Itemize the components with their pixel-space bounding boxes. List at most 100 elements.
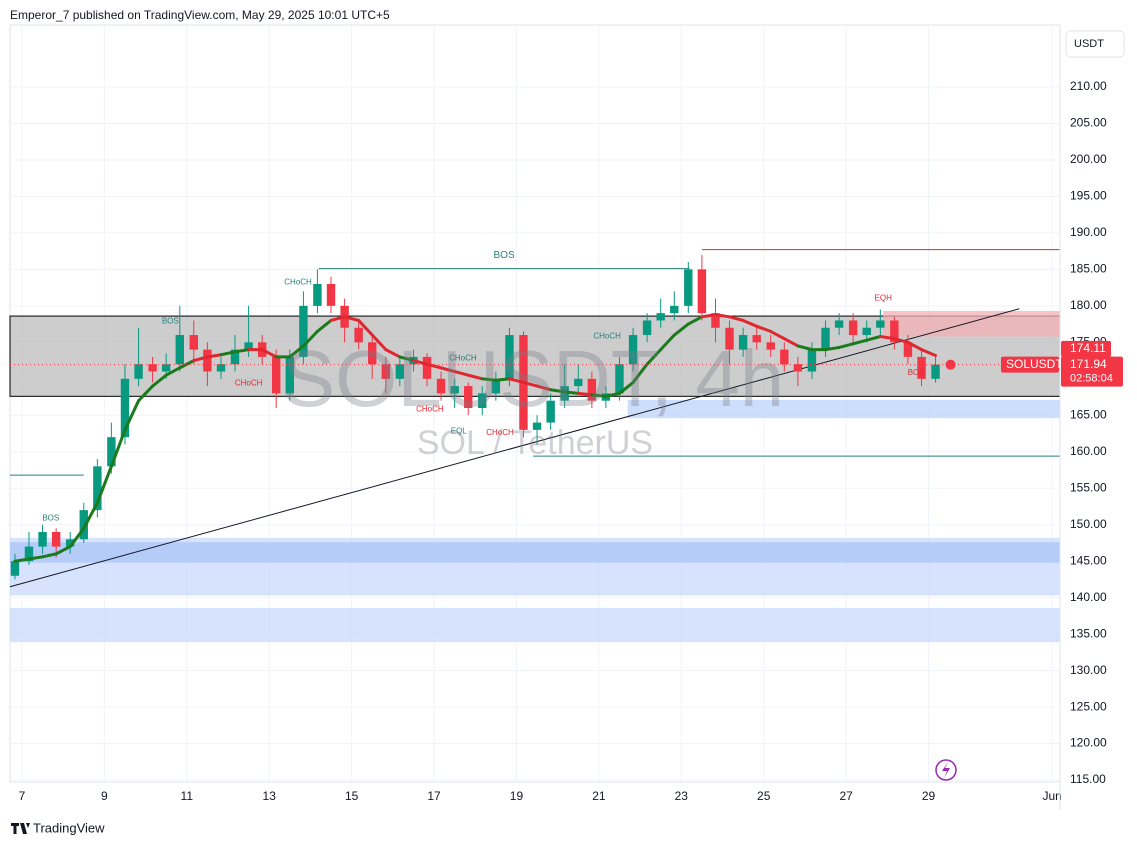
ma-segment	[631, 362, 649, 384]
x-tick-label: 7	[19, 789, 26, 803]
x-tick-label: 17	[427, 789, 441, 803]
x-tick-label: 25	[757, 789, 771, 803]
x-tick-label: 27	[839, 789, 853, 803]
candle-body	[354, 327, 363, 343]
ma-segment	[27, 555, 45, 561]
ma-segment	[219, 350, 237, 357]
candle-body	[51, 532, 61, 547]
ma-segment	[920, 348, 938, 357]
watermark: SOLUSDT, 4h	[282, 334, 784, 423]
candle-body	[395, 364, 405, 379]
ma-segment	[288, 344, 305, 359]
y-tick-label: 155.00	[1070, 480, 1107, 494]
candle-body	[931, 364, 940, 379]
alert-bolt	[942, 762, 950, 778]
ma-segment	[769, 329, 786, 341]
ma-segment	[604, 391, 621, 398]
ma-segment	[755, 324, 773, 333]
candle-body	[642, 320, 652, 336]
y-tick-label: 135.00	[1070, 626, 1107, 640]
annotation: EQL	[451, 426, 468, 435]
x-tick-label: 29	[922, 789, 936, 803]
candle-body	[738, 335, 748, 350]
ma-segment	[507, 377, 525, 384]
candle-body	[862, 327, 871, 336]
y-tick-label: 130.00	[1070, 663, 1107, 677]
ma-segment	[260, 348, 278, 359]
footer: TradingView	[33, 820, 105, 835]
candle-body	[697, 269, 707, 314]
y-tick-label: 120.00	[1070, 736, 1107, 750]
zone	[10, 607, 1060, 643]
candle-body	[285, 356, 295, 394]
ma-segment	[728, 315, 745, 322]
candle-body	[766, 342, 775, 350]
symbol-box	[1001, 356, 1059, 373]
candle-body	[807, 349, 817, 372]
candle-body	[189, 335, 198, 350]
candle-body	[10, 561, 20, 576]
annotation: BOS	[42, 513, 59, 522]
candle-body	[903, 342, 913, 357]
candle-body	[24, 546, 34, 562]
ma-segment	[535, 384, 553, 392]
candle-body	[38, 532, 47, 547]
x-tick-label: 23	[675, 789, 689, 803]
ma-segment	[617, 380, 635, 395]
tv-logo	[11, 823, 30, 834]
y-tick-label: 140.00	[1070, 590, 1107, 604]
symbol-label: SOLUSDT	[1006, 357, 1063, 371]
ma-segment	[68, 526, 86, 549]
ma-segment	[315, 318, 333, 333]
candle-body	[780, 349, 789, 365]
ma-segment	[164, 366, 182, 377]
candle-body	[216, 364, 226, 372]
ma-segment	[878, 334, 896, 341]
y-tick-label: 195.00	[1070, 189, 1107, 203]
ma-segment	[466, 373, 484, 381]
candle-body	[532, 422, 542, 430]
candle-body	[313, 283, 322, 306]
ma-segment	[549, 388, 567, 394]
y-tick-label: 210.00	[1070, 79, 1107, 93]
x-tick-label: Jun	[1042, 789, 1061, 803]
candle-body	[299, 305, 308, 357]
candle-body	[161, 364, 171, 372]
last-price-dot	[945, 359, 956, 370]
ma-segment	[741, 318, 759, 328]
candle-body	[821, 327, 830, 350]
ma-segment	[370, 333, 388, 352]
candle-body	[120, 378, 130, 438]
candle-body	[834, 320, 844, 328]
candle-body	[244, 342, 253, 350]
candle-body	[368, 342, 377, 365]
ma-segment	[343, 315, 361, 322]
last-price-box	[1061, 356, 1123, 387]
y-tick-label: 125.00	[1070, 699, 1107, 713]
ma-segment	[151, 373, 168, 388]
y-tick-label: 160.00	[1070, 444, 1107, 458]
currency-box[interactable]	[1065, 30, 1125, 58]
ma-segment	[480, 377, 498, 382]
candle-body	[464, 386, 473, 408]
annotation: CHoCH	[416, 405, 444, 414]
candle-body	[491, 378, 501, 394]
annotation: BOS	[162, 316, 179, 325]
ma-segment	[329, 315, 347, 322]
ma-segment	[590, 393, 608, 398]
annotation: BOS	[494, 250, 515, 261]
zone	[10, 542, 1060, 563]
header: Emperor_7 published on TradingView.com, …	[10, 8, 390, 22]
ma-segment	[686, 315, 704, 326]
candle-body	[203, 349, 212, 372]
alert-icon[interactable]	[935, 759, 957, 781]
candle-body	[876, 320, 885, 328]
candle-body	[381, 364, 391, 379]
ma-segment	[95, 464, 113, 505]
annotation: CHoCH	[449, 353, 477, 362]
currency: USDT	[1074, 38, 1104, 50]
ma-segment	[782, 337, 800, 348]
candle-body	[230, 349, 240, 365]
candle-body	[505, 335, 514, 379]
candle-body	[422, 356, 432, 379]
